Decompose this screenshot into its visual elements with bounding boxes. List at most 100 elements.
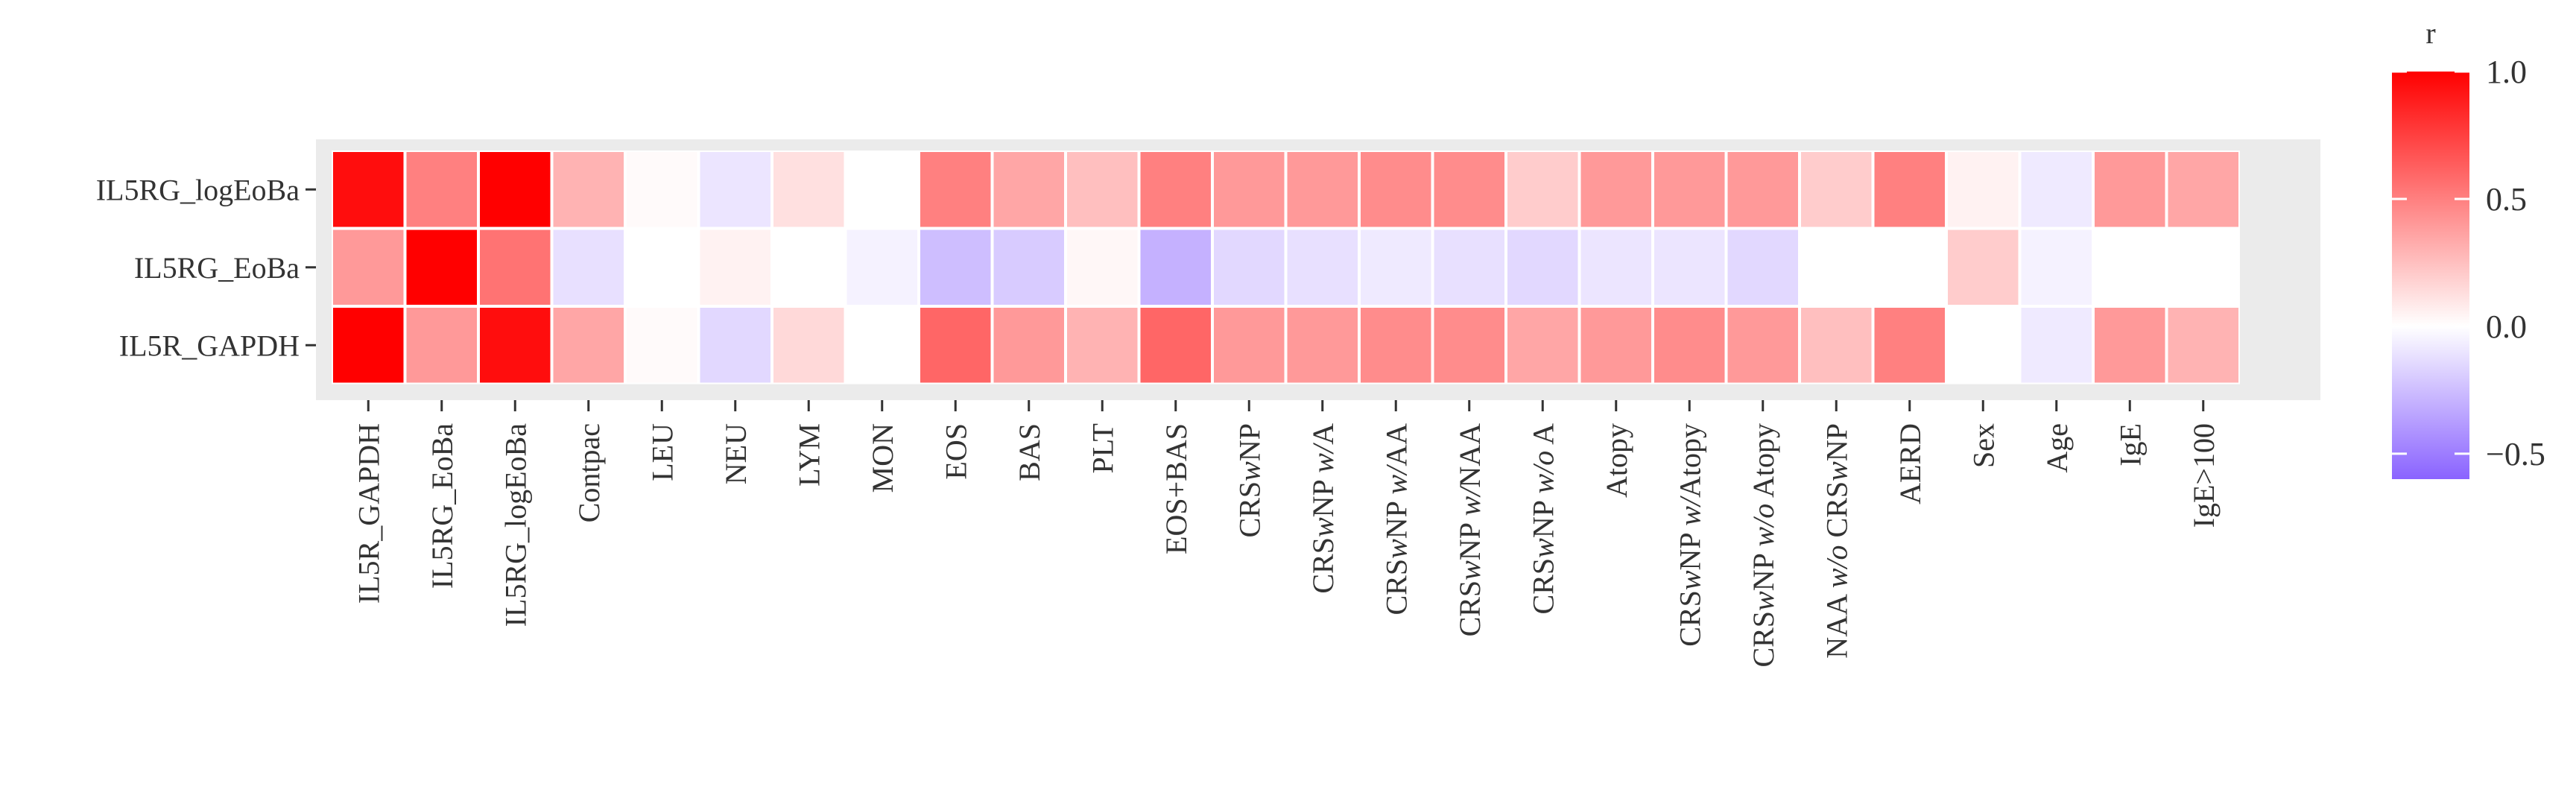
heatmap-cell [2021, 230, 2092, 305]
heatmap-cell [773, 152, 844, 227]
heatmap-cell [333, 230, 404, 305]
column-label: BAS [1013, 423, 1046, 481]
heatmap-cell [1067, 308, 1138, 383]
heatmap-cell [333, 152, 404, 227]
column-label: Atopy [1600, 423, 1633, 498]
heatmap-cell [553, 152, 624, 227]
column-label: NEU [719, 423, 753, 484]
heatmap-cell [1727, 152, 1798, 227]
heatmap-cell [1507, 152, 1578, 227]
column-label: EOS+BAS [1159, 423, 1193, 554]
heatmap-cell [1434, 308, 1504, 383]
heatmap-cell [1507, 230, 1578, 305]
heatmap-cell [553, 230, 624, 305]
heatmap-cell [846, 230, 917, 305]
heatmap-cell [2168, 230, 2238, 305]
heatmap-cell [553, 308, 624, 383]
heatmap-cell [920, 308, 991, 383]
heatmap-cell [1361, 230, 1431, 305]
heatmap-cell [1948, 152, 2019, 227]
heatmap-cell [700, 152, 770, 227]
heatmap-cell [1727, 308, 1798, 383]
heatmap-cell [1214, 230, 1285, 305]
column-label: CRSwNP [1232, 423, 1266, 537]
heatmap-cell [2168, 152, 2238, 227]
column-label: IL5RG_logEoBa [499, 423, 532, 627]
column-label: Sex [1966, 423, 2000, 468]
column-label: CRSwNP w/o A [1526, 423, 1560, 615]
heatmap-cell [2095, 308, 2165, 383]
heatmap-cell [1874, 152, 1945, 227]
heatmap-cell [700, 230, 770, 305]
heatmap-cell [1801, 308, 1872, 383]
heatmap-cell [406, 230, 477, 305]
row-label: IL5R_GAPDH [119, 329, 300, 362]
heatmap-cell [1214, 152, 1285, 227]
heatmap-cell [2021, 152, 2092, 227]
heatmap-cell [627, 152, 697, 227]
heatmap-cell [1140, 230, 1211, 305]
heatmap-cell [2095, 230, 2165, 305]
heatmap-cell [480, 230, 551, 305]
heatmap-cell [993, 152, 1064, 227]
heatmap-cell [1727, 230, 1798, 305]
heatmap-cell [993, 308, 1064, 383]
heatmap-cell [846, 308, 917, 383]
heatmap-cell [920, 152, 991, 227]
heatmap-cell [1580, 230, 1651, 305]
colorbar-tick-label: 0.0 [2486, 308, 2527, 345]
column-label: IgE>100 [2187, 423, 2221, 528]
column-label: NAA w/o CRSwNP [1820, 423, 1853, 659]
heatmap-cell [627, 308, 697, 383]
heatmap-cell [406, 308, 477, 383]
column-label: IgE [2113, 423, 2147, 466]
heatmap-cell [1287, 308, 1358, 383]
column-label: IL5R_GAPDH [352, 423, 385, 604]
column-label: CRSwNP w/AA [1379, 423, 1413, 615]
column-label: CRSwNP w/Atopy [1673, 423, 1706, 647]
row-label: IL5RG_logEoBa [96, 173, 300, 206]
heatmap-cell [480, 308, 551, 383]
heatmap-cell [2095, 152, 2165, 227]
heatmap-cell [1874, 230, 1945, 305]
colorbar [2392, 72, 2469, 479]
column-label: CRSwNP w/o Atopy [1747, 423, 1780, 668]
colorbar-tick-label: 1.0 [2486, 54, 2527, 90]
column-label: AERD [1893, 423, 1927, 504]
heatmap-cell [1214, 308, 1285, 383]
heatmap-cell [1801, 230, 1872, 305]
column-label: Contpac [572, 423, 606, 522]
heatmap-cell [1654, 308, 1725, 383]
colorbar-tick-label: −0.5 [2486, 436, 2545, 472]
heatmap-cell [2168, 308, 2238, 383]
heatmap-cell [2021, 308, 2092, 383]
column-label: CRSwNP w/NAA [1453, 423, 1487, 637]
heatmap-cell [920, 230, 991, 305]
column-label: LEU [645, 423, 679, 481]
heatmap-cell [1654, 230, 1725, 305]
row-label: IL5RG_EoBa [134, 251, 300, 285]
heatmap-cell [1948, 308, 2019, 383]
heatmap-cell [1654, 152, 1725, 227]
heatmap-cell [1434, 152, 1504, 227]
heatmap-cell [773, 230, 844, 305]
heatmap-cell [993, 230, 1064, 305]
heatmap-cell [1507, 308, 1578, 383]
heatmap-cell [480, 152, 551, 227]
heatmap-cell [1580, 308, 1651, 383]
column-label: EOS [939, 423, 972, 480]
column-label: CRSwNP w/A [1306, 423, 1340, 594]
heatmap-cell [1287, 230, 1358, 305]
heatmap-cell [846, 152, 917, 227]
colorbar-title: r [2425, 16, 2435, 50]
column-label: MON [866, 423, 899, 493]
column-label: IL5RG_EoBa [425, 423, 459, 589]
heatmap-cell [1874, 308, 1945, 383]
column-label: PLT [1086, 423, 1119, 473]
heatmap-cell [333, 308, 404, 383]
column-label: Age [2040, 423, 2074, 473]
heatmap-cell [1801, 152, 1872, 227]
heatmap-cell [627, 230, 697, 305]
